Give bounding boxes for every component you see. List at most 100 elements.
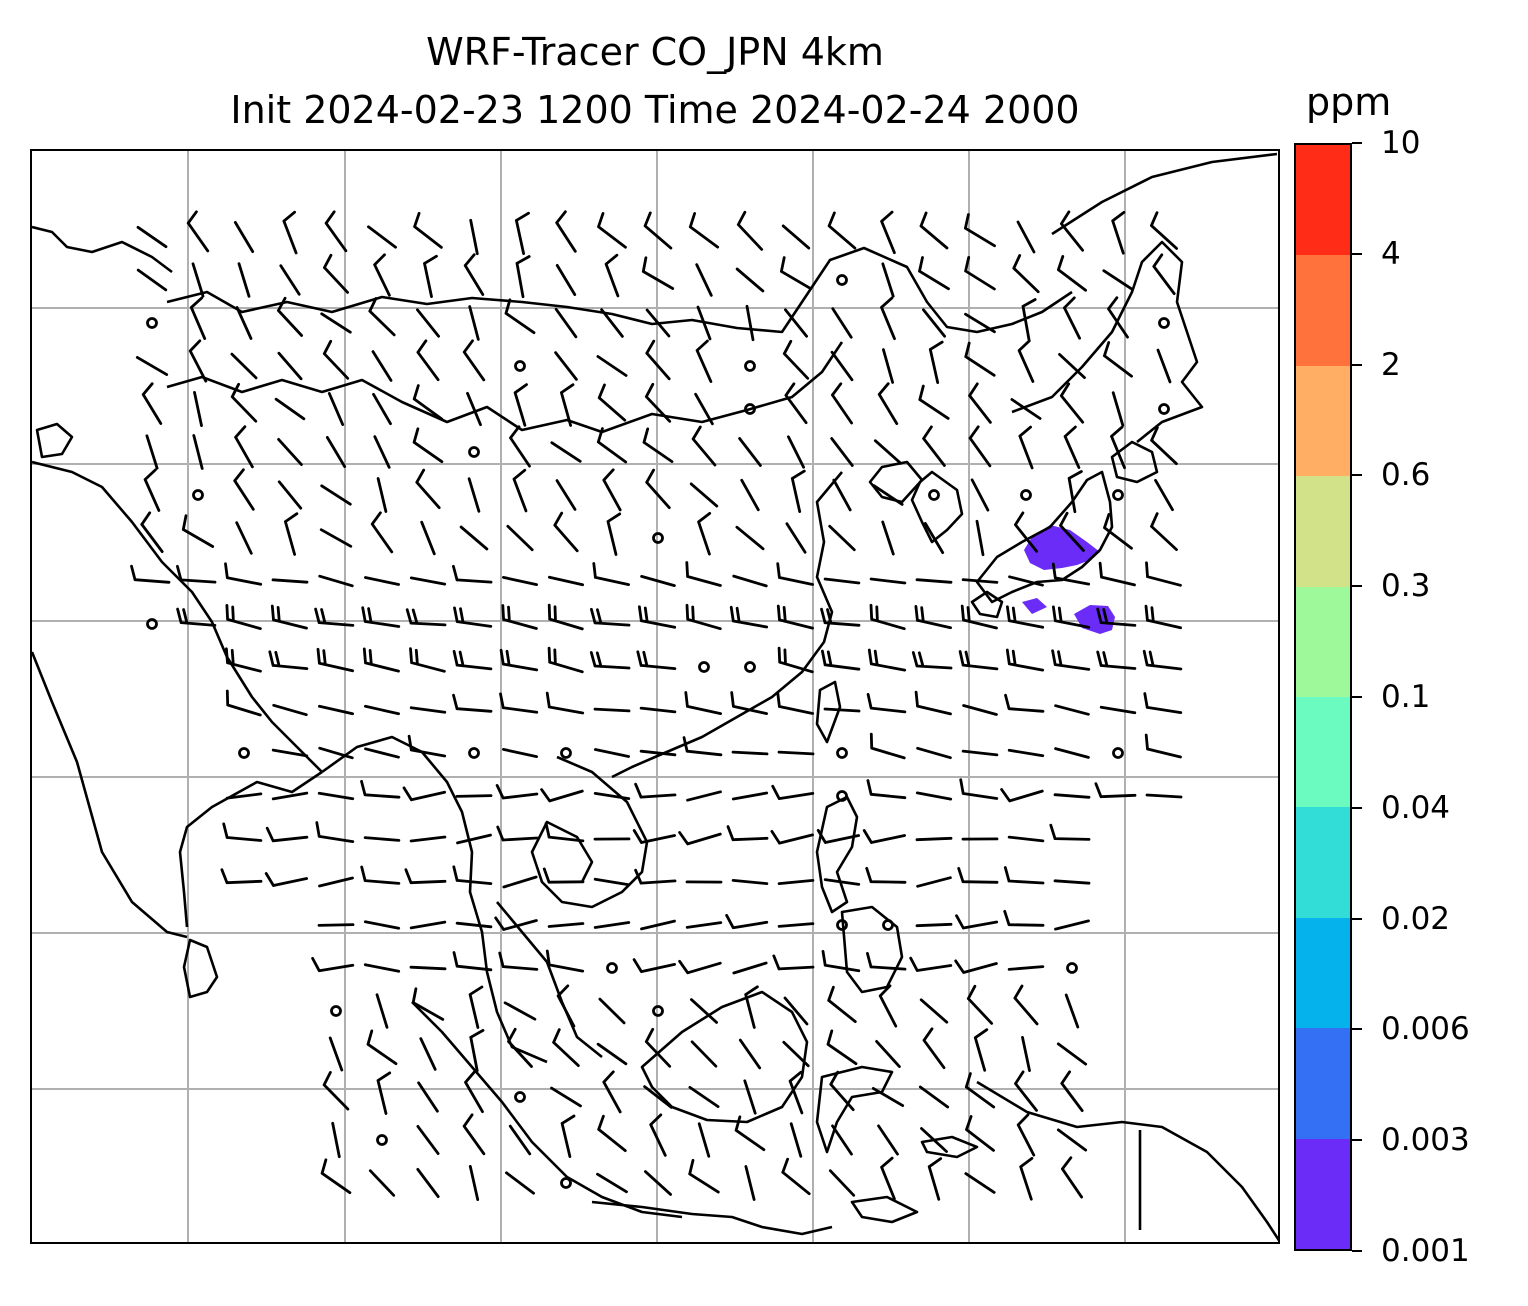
wind-barb [177,566,215,582]
wind-barb [285,514,297,555]
wind-barb [318,649,353,671]
wind-barb [549,577,582,585]
coastline-china-interior [167,342,842,432]
calm-wind-marker [1160,319,1169,328]
coastline-java [592,1202,832,1234]
wind-barb [960,652,997,669]
wind-barb [1066,995,1078,1027]
colorbar-segment [1296,1028,1350,1138]
wind-barb [138,227,166,246]
wind-barb [327,437,344,466]
wind-barb [868,781,905,798]
wind-barb [503,577,536,584]
wind-barb [279,439,302,464]
wind-barb [142,513,162,552]
wind-barb [270,652,307,669]
wind-barb [329,393,342,424]
wind-barb [1062,1158,1081,1197]
wind-barb [1009,750,1043,755]
wind-barb [549,605,582,629]
wind-barb [968,986,991,1023]
wind-barb [869,650,904,670]
wind-barb [693,427,715,465]
wind-barb [226,564,261,585]
wind-barb [1002,790,1043,801]
wind-barb [364,649,398,671]
wind-barb [457,923,491,927]
wind-barb [680,961,721,973]
calm-wind-marker [884,921,893,930]
calm-wind-marker [562,1179,571,1188]
wind-barb [773,786,813,798]
wind-barb [413,989,443,1020]
coastline-philippines-south [842,907,902,992]
wind-barb [267,828,307,841]
wind-barb [1104,271,1132,290]
wind-barb [956,961,997,973]
calm-wind-marker [194,491,203,500]
wind-barb [235,222,252,251]
chart-title-line2: Init 2024-02-23 1200 Time 2024-02-24 200… [30,88,1280,132]
wind-barb [498,827,537,840]
wind-barb [690,214,717,248]
wind-barb [784,341,807,378]
wind-barb [1051,825,1089,839]
wind-barb [883,350,892,383]
wind-barb [1018,1115,1034,1155]
wind-barb [822,651,859,669]
wind-barb [916,692,950,714]
wind-barb [363,608,399,627]
wind-barb [547,951,582,971]
lat-lon-gridlines [32,151,1280,1244]
wind-barb [411,967,445,969]
wind-barb [1016,1072,1037,1111]
wind-barb [375,255,390,295]
wind-barb [961,780,997,799]
wind-barb [326,212,346,251]
wind-barb [316,609,353,625]
wind-barb [692,1042,716,1066]
wind-barb [274,705,307,714]
wind-barb [733,880,767,883]
wind-barb [734,963,766,973]
wind-barb [875,441,900,464]
wind-barb [691,484,717,506]
wind-barb [461,527,487,549]
wind-barb [970,427,990,466]
wind-barb [239,264,249,297]
wind-barb [600,999,624,1023]
tracer-plume-kanto [1024,525,1100,570]
wind-barb [871,605,904,628]
wind-barb [925,523,942,552]
calm-wind-marker [378,1136,387,1145]
colorbar-tick-label: 4 [1381,236,1401,272]
wind-barb [421,1039,435,1070]
wind-barb [1064,298,1079,338]
wind-barb [696,394,713,424]
colorbar-tick-label: 0.6 [1381,457,1430,493]
wind-barb [1145,694,1181,713]
wind-barb [557,481,575,510]
wind-barb [556,353,577,380]
wind-barb [740,439,761,466]
wind-barb [599,385,625,420]
wind-barb [406,870,445,883]
wind-barb [321,530,351,547]
wind-barb [506,1173,533,1193]
wind-barb [404,788,445,800]
calm-wind-marker [746,663,755,672]
wind-barb [470,1166,477,1199]
wind-barb [1055,795,1089,798]
wind-barb [138,270,166,290]
wind-barb [966,1174,994,1193]
wind-barb [921,1000,947,1022]
wind-barb [191,298,204,339]
wind-barb [375,437,389,468]
calm-wind-marker [1114,491,1123,500]
wind-barb [235,470,254,510]
colorbar-tick-label: 2 [1381,347,1401,383]
wind-barb [549,924,583,927]
wind-barb [313,958,353,970]
wind-barb [504,877,536,887]
colorbar-tick-label: 0.003 [1381,1122,1470,1158]
